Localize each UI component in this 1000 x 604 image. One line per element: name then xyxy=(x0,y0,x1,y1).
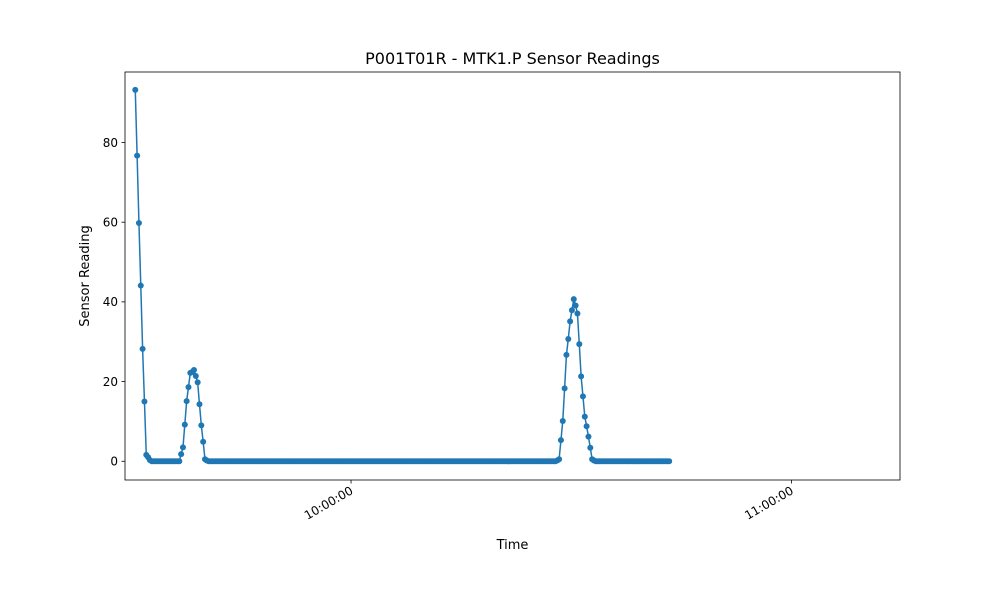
axes-frame xyxy=(124,71,901,481)
y-tick-label: 0 xyxy=(110,455,118,469)
data-point xyxy=(563,351,570,358)
data-point xyxy=(565,335,572,342)
data-point xyxy=(183,398,190,405)
data-point xyxy=(139,345,146,352)
plot-area xyxy=(132,86,673,465)
data-point xyxy=(578,373,585,380)
data-point xyxy=(190,367,197,374)
data-point xyxy=(200,438,207,445)
data-point xyxy=(134,152,141,159)
data-point xyxy=(572,302,579,309)
data-point xyxy=(178,451,185,458)
data-point xyxy=(585,433,592,440)
chart-title: P001T01R - MTK1.P Sensor Readings xyxy=(365,49,660,68)
data-point xyxy=(666,458,673,465)
data-point xyxy=(556,456,563,463)
data-point xyxy=(137,282,144,289)
y-axis: 0 20 40 60 80 xyxy=(103,136,125,469)
data-point xyxy=(179,444,186,451)
y-tick-label: 40 xyxy=(103,295,118,309)
data-point xyxy=(198,422,205,429)
data-point xyxy=(561,385,568,392)
data-point xyxy=(559,418,566,425)
y-tick-label: 20 xyxy=(103,375,118,389)
data-point xyxy=(185,384,192,391)
data-point xyxy=(567,318,574,325)
data-point xyxy=(576,341,583,348)
data-point xyxy=(141,398,148,405)
data-point xyxy=(581,413,588,420)
data-point xyxy=(587,444,594,451)
x-axis-label: Time xyxy=(496,538,529,553)
data-point xyxy=(192,373,199,380)
data-point xyxy=(196,401,203,408)
data-point xyxy=(132,86,139,93)
data-point xyxy=(574,310,581,317)
y-tick-label: 60 xyxy=(103,216,118,230)
y-axis-label: Sensor Reading xyxy=(78,225,93,326)
data-point xyxy=(570,296,577,303)
data-point xyxy=(557,437,564,444)
data-point xyxy=(176,458,183,465)
data-point xyxy=(181,421,188,428)
data-point xyxy=(568,307,575,314)
data-point xyxy=(194,379,201,386)
data-point xyxy=(135,220,142,227)
data-point xyxy=(579,393,586,400)
data-point xyxy=(583,423,590,430)
y-tick-label: 80 xyxy=(103,136,118,150)
